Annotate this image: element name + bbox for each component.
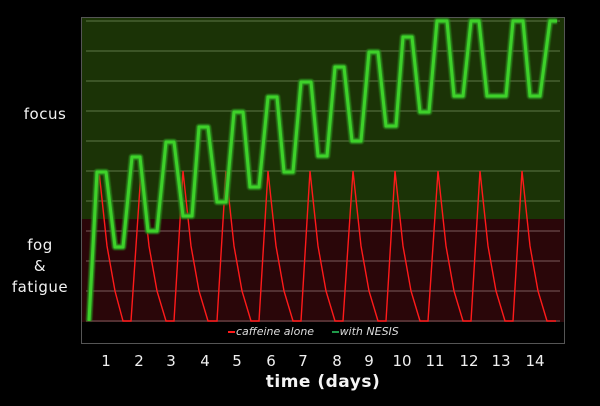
focus-zone <box>82 18 564 219</box>
y-label-focus: focus <box>23 105 67 123</box>
y-label-amp: & <box>33 257 47 275</box>
y-label-fatigue: fatigue <box>11 278 69 296</box>
y-label-fog-fatigue: fog & fatigue <box>0 235 80 298</box>
x-tick-label: 12 <box>459 352 479 370</box>
legend-marker-caffeine <box>228 331 235 333</box>
y-label-fog: fog <box>27 236 53 254</box>
legend-marker-nesis <box>331 331 339 333</box>
x-tick-label: 7 <box>298 352 308 370</box>
x-tick-label: 14 <box>525 352 545 370</box>
x-tick-label: 11 <box>425 352 445 370</box>
x-tick-label: 13 <box>491 352 511 370</box>
legend-item-nesis: with NESIS <box>331 325 399 338</box>
legend-label-caffeine: caffeine alone <box>236 325 315 338</box>
with-nesis-line <box>87 19 557 322</box>
x-axis-label: time (days) <box>265 372 381 392</box>
x-tick-label: 9 <box>364 352 374 370</box>
x-tick-label: 3 <box>166 352 176 370</box>
legend-item-caffeine: caffeine alone <box>228 325 314 338</box>
caffeine-alone-line <box>88 170 556 322</box>
legend-label-nesis: with NESIS <box>339 325 399 338</box>
x-tick-label: 5 <box>232 352 242 370</box>
x-tick-label: 10 <box>392 352 412 370</box>
chart-legend: caffeine alone with NESIS <box>228 325 413 338</box>
x-tick-label: 8 <box>332 352 342 370</box>
x-tick-label: 2 <box>134 352 144 370</box>
x-tick-label: 1 <box>101 352 111 370</box>
x-tick-label: 6 <box>266 352 276 370</box>
x-tick-label: 4 <box>200 352 210 370</box>
